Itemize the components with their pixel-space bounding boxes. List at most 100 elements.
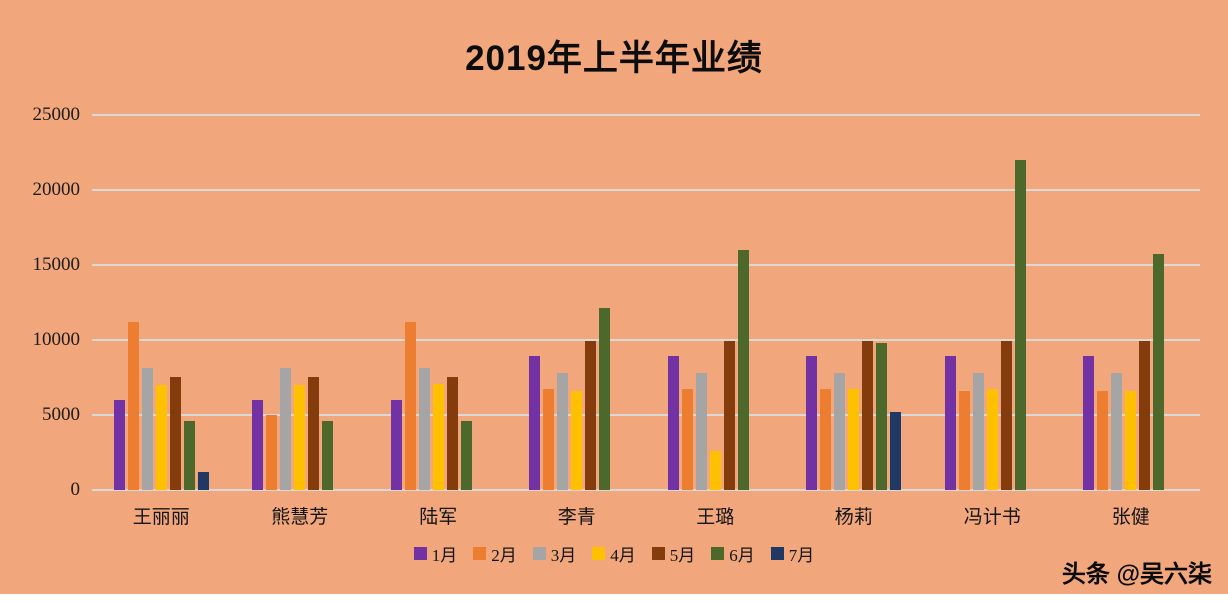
y-axis-tick-label: 5000 [42, 404, 80, 425]
bar-group-李青 [508, 115, 647, 490]
y-axis-tick-label: 0 [70, 479, 81, 500]
x-axis-labels: 王丽丽 熊慧芳 陆军 李青 王璐 杨莉 冯计书 张健 [92, 502, 1200, 529]
bar-3月-李青 [557, 373, 569, 490]
gridline [92, 489, 1200, 491]
gridline [92, 414, 1200, 416]
bar-group-陆军 [369, 115, 508, 490]
legend-label-1月: 1月 [431, 546, 458, 565]
bar-2月-杨莉 [820, 389, 832, 490]
legend: 1月 2月 3月 4月 5月 6月 7月 [0, 541, 1228, 566]
plot-area: 0 5000 10000 15000 20000 25000 王丽丽 熊慧芳 陆军 李青 王璐 杨莉… [33, 104, 1200, 528]
bar-4月-熊慧芳 [294, 385, 306, 490]
x-axis-label-李青: 李青 [557, 507, 596, 528]
legend-item-4月: 4月 [592, 541, 636, 566]
bar-4月-张健 [1125, 391, 1137, 490]
legend-item-1月: 1月 [413, 541, 458, 566]
bar-1月-冯计书 [944, 356, 956, 490]
bar-7月-杨莉 [890, 412, 902, 490]
bar-groups [92, 115, 1200, 490]
legend-item-6月: 6月 [711, 541, 755, 566]
bar-3月-张健 [1111, 373, 1123, 490]
bar-group-冯计书 [923, 115, 1062, 490]
bar-6月-冯计书 [1014, 160, 1026, 490]
legend-item-2月: 2月 [473, 541, 517, 566]
bar-3月-陆军 [418, 368, 430, 490]
bar-5月-王丽丽 [169, 377, 181, 490]
bar-5月-熊慧芳 [308, 377, 320, 490]
bar-5月-王璐 [723, 341, 735, 490]
bar-3月-王璐 [695, 373, 707, 490]
bar-6月-杨莉 [876, 343, 888, 490]
bar-3月-冯计书 [972, 373, 984, 490]
y-axis-tick-label: 10000 [32, 329, 81, 350]
footer-strip [0, 594, 1228, 603]
bar-2月-熊慧芳 [266, 415, 278, 490]
x-axis-label-杨莉: 杨莉 [834, 507, 873, 528]
bar-4月-王丽丽 [155, 385, 167, 490]
bar-3月-杨莉 [834, 373, 846, 490]
legend-item-3月: 3月 [532, 541, 577, 566]
x-axis-label-冯计书: 冯计书 [963, 507, 1021, 528]
bar-1月-张健 [1083, 356, 1095, 490]
bar-group-熊慧芳 [231, 115, 370, 490]
gridline [92, 264, 1200, 266]
bar-1月-李青 [529, 356, 541, 490]
legend-swatch-5月 [651, 547, 665, 560]
bar-6月-陆军 [460, 421, 472, 490]
legend-label-5月: 5月 [669, 546, 696, 565]
bar-2月-陆军 [404, 322, 416, 490]
bar-3月-熊慧芳 [280, 368, 292, 490]
bar-group-王丽丽 [92, 115, 231, 490]
bar-6月-李青 [599, 308, 611, 490]
bar-6月-熊慧芳 [322, 421, 334, 490]
legend-label-3月: 3月 [550, 546, 577, 565]
bar-5月-李青 [585, 341, 597, 490]
legend-swatch-2月 [473, 547, 487, 560]
x-axis-label-王璐: 王璐 [696, 507, 735, 528]
y-axis-tick-label: 25000 [32, 104, 81, 125]
bar-6月-王丽丽 [183, 421, 195, 490]
x-axis-label-陆军: 陆军 [419, 507, 458, 528]
bar-7月-王丽丽 [197, 472, 209, 490]
legend-swatch-6月 [711, 547, 725, 560]
bar-3月-王丽丽 [141, 368, 153, 490]
x-axis-label-王丽丽: 王丽丽 [132, 507, 190, 528]
bar-2月-张健 [1097, 391, 1109, 490]
legend-swatch-7月 [770, 547, 784, 560]
bar-4月-王璐 [709, 451, 721, 490]
legend-item-5月: 5月 [651, 541, 696, 566]
bar-4月-李青 [571, 391, 583, 490]
bar-4月-陆军 [432, 384, 444, 490]
legend-label-4月: 4月 [610, 546, 636, 565]
y-axis-tick-label: 20000 [32, 179, 81, 200]
bar-1月-熊慧芳 [252, 400, 264, 490]
bar-1月-王丽丽 [113, 400, 125, 490]
bar-2月-王璐 [681, 389, 693, 490]
bar-2月-李青 [543, 389, 555, 490]
legend-label-6月: 6月 [729, 546, 755, 565]
bar-4月-冯计书 [986, 389, 998, 490]
y-axis-tick-label: 15000 [32, 254, 81, 275]
gridline [92, 189, 1200, 191]
bar-2月-王丽丽 [127, 322, 139, 490]
legend-label-2月: 2月 [491, 546, 517, 565]
bar-2月-冯计书 [958, 391, 970, 490]
chart-title: 2019年上半年业绩 [465, 39, 763, 78]
bar-6月-张健 [1153, 254, 1165, 490]
watermark: 头条 @吴六柒 [1061, 561, 1212, 588]
bar-5月-陆军 [446, 377, 458, 490]
bar-4月-杨莉 [848, 389, 860, 490]
bar-5月-冯计书 [1000, 341, 1012, 490]
x-axis-label-张健: 张健 [1111, 507, 1150, 528]
bar-5月-杨莉 [862, 341, 874, 490]
bar-group-杨莉 [785, 115, 924, 490]
bar-1月-杨莉 [806, 356, 818, 490]
bar-group-王璐 [646, 115, 785, 490]
x-axis-label-熊慧芳: 熊慧芳 [271, 507, 329, 528]
bar-6月-王璐 [737, 250, 749, 490]
legend-swatch-1月 [413, 547, 427, 560]
gridline [92, 114, 1200, 116]
bar-1月-王璐 [667, 356, 679, 490]
bar-1月-陆军 [390, 400, 402, 490]
